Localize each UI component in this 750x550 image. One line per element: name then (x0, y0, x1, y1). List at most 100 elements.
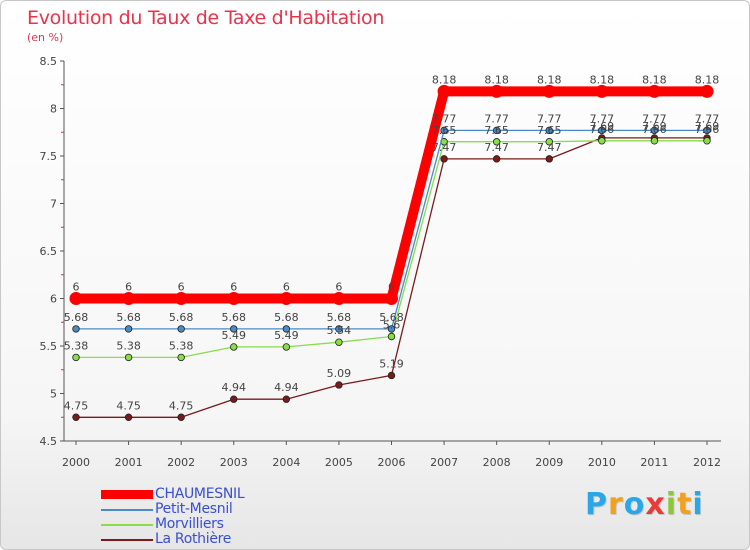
logo-letter: r (608, 487, 624, 522)
data-label: 7.47 (484, 141, 509, 154)
x-tick-label: 2002 (167, 456, 195, 469)
data-label: 7.65 (537, 124, 562, 137)
data-point (174, 292, 188, 305)
data-point (595, 84, 609, 98)
legend-label: La Rothière (155, 531, 232, 547)
data-label: 8.18 (484, 73, 509, 86)
legend-swatch (101, 490, 153, 499)
data-label: 7.69 (642, 120, 667, 133)
data-point (177, 353, 185, 362)
data-label: 6 (178, 281, 185, 294)
data-label: 8.18 (537, 73, 562, 86)
y-tick-label: 8 (50, 103, 57, 116)
legend-label: Morvilliers (155, 516, 224, 532)
chart-subtitle: (en %) (27, 31, 64, 44)
x-tick-label: 2000 (62, 456, 90, 469)
data-point (124, 325, 133, 333)
data-label: 5.38 (64, 339, 89, 352)
data-point (440, 126, 448, 135)
data-label: 5.68 (64, 311, 89, 324)
data-point (124, 413, 133, 421)
data-point (122, 292, 136, 305)
y-tick-label: 4.5 (40, 435, 58, 448)
data-label: 7.47 (537, 141, 562, 154)
legend-label: CHAUMESNIL (155, 486, 245, 502)
data-label: 5.38 (169, 339, 194, 352)
x-tick-label: 2005 (325, 456, 353, 469)
data-label: 4.94 (222, 381, 247, 394)
legend-swatch (101, 539, 153, 541)
data-point (335, 325, 343, 333)
data-point (72, 325, 80, 333)
data-label: 8.18 (642, 73, 667, 86)
data-point (492, 155, 501, 163)
data-label: 7.66 (642, 123, 667, 136)
data-label: 7.66 (590, 123, 615, 136)
data-label: 4.75 (64, 399, 89, 412)
proxiti-logo: Proxiti (585, 487, 704, 522)
logo-letter: P (585, 487, 608, 522)
data-point (490, 84, 504, 98)
data-point (177, 325, 185, 333)
logo-letter: t (677, 487, 693, 522)
legend-swatch (101, 524, 153, 526)
data-label: 7.66 (695, 123, 720, 136)
x-tick-label: 2004 (272, 456, 300, 469)
y-tick-label: 6 (50, 293, 57, 306)
data-point (387, 325, 396, 333)
data-point (124, 353, 133, 362)
data-label: 6 (388, 281, 395, 294)
data-label: 6 (335, 281, 342, 294)
data-label: 5.68 (274, 311, 299, 324)
y-tick-label: 5.5 (40, 340, 58, 353)
data-label: 5.6 (383, 319, 401, 332)
data-label: 4.75 (116, 399, 141, 412)
data-label: 7.65 (484, 124, 509, 137)
x-tick-label: 2007 (430, 456, 458, 469)
data-point (335, 381, 343, 389)
data-point (279, 292, 293, 305)
x-tick-label: 2011 (640, 456, 668, 469)
data-label: 4.94 (274, 381, 299, 394)
logo-letter: x (645, 487, 666, 522)
data-point (440, 155, 448, 163)
data-label: 6 (73, 281, 80, 294)
data-point (72, 413, 80, 421)
data-label: 5.68 (116, 311, 141, 324)
data-label: 5.54 (327, 324, 352, 337)
data-label: 5.68 (327, 311, 352, 324)
data-label: 7.69 (695, 120, 720, 133)
data-label: 5.68 (222, 311, 247, 324)
data-point (385, 292, 398, 305)
logo-letter: o (623, 487, 646, 522)
data-label: 7.65 (432, 124, 457, 137)
data-point (545, 155, 553, 163)
data-point (598, 126, 606, 135)
data-point (545, 138, 553, 146)
data-label: 6 (230, 281, 237, 294)
data-label: 7.69 (590, 120, 615, 133)
chart-title: Evolution du Taux de Taxe d'Habitation (27, 7, 385, 29)
data-point (647, 84, 661, 98)
data-point (282, 343, 291, 351)
data-label: 5.68 (169, 311, 194, 324)
data-label: 7.77 (537, 112, 562, 125)
y-tick-label: 7 (50, 198, 57, 211)
data-point (282, 395, 291, 403)
data-point (542, 84, 556, 98)
x-tick-label: 2008 (483, 456, 511, 469)
x-tick-label: 2001 (115, 456, 143, 469)
data-point (335, 338, 343, 346)
data-label: 5.49 (274, 329, 299, 342)
data-point (282, 325, 291, 333)
data-label: 7.77 (642, 112, 667, 125)
data-label: 5.38 (116, 339, 141, 352)
data-point (69, 292, 83, 305)
y-tick-label: 5 (50, 388, 57, 401)
legend-swatch (101, 509, 153, 511)
x-tick-label: 2012 (693, 456, 721, 469)
data-point (650, 126, 659, 135)
data-label: 8.18 (695, 73, 720, 86)
data-point (227, 292, 241, 305)
data-label: 7.77 (695, 112, 720, 125)
